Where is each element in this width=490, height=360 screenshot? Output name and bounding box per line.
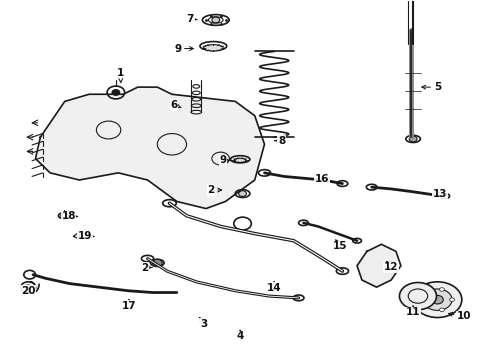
Ellipse shape <box>58 213 69 219</box>
Circle shape <box>413 282 462 318</box>
Text: 6: 6 <box>171 100 181 110</box>
Text: 1: 1 <box>117 68 124 82</box>
Circle shape <box>423 292 428 295</box>
Text: 15: 15 <box>333 240 347 251</box>
Text: 5: 5 <box>422 82 441 92</box>
Circle shape <box>409 136 417 142</box>
Text: 2: 2 <box>207 185 221 195</box>
Circle shape <box>239 191 246 197</box>
Text: 4: 4 <box>237 330 244 342</box>
Text: 10: 10 <box>448 311 471 321</box>
Text: 2: 2 <box>142 262 152 273</box>
Ellipse shape <box>203 45 223 51</box>
Text: 14: 14 <box>267 282 282 293</box>
Text: 3: 3 <box>199 318 207 329</box>
Ellipse shape <box>150 259 164 266</box>
Text: 9: 9 <box>174 44 194 54</box>
Circle shape <box>450 298 455 301</box>
Text: 16: 16 <box>315 174 329 184</box>
Circle shape <box>61 213 67 218</box>
Circle shape <box>432 296 443 304</box>
Text: 19: 19 <box>78 231 94 242</box>
Circle shape <box>369 258 389 273</box>
Circle shape <box>440 308 444 312</box>
Polygon shape <box>357 244 401 287</box>
Text: 8: 8 <box>274 136 285 146</box>
Circle shape <box>152 259 162 266</box>
Text: 20: 20 <box>21 286 35 296</box>
Text: 7: 7 <box>187 14 197 23</box>
Ellipse shape <box>234 158 246 162</box>
Circle shape <box>423 289 452 310</box>
Text: 9: 9 <box>220 156 230 165</box>
Text: 17: 17 <box>122 300 136 311</box>
Circle shape <box>399 283 437 310</box>
Circle shape <box>423 304 428 308</box>
Circle shape <box>75 234 79 237</box>
Circle shape <box>25 285 31 289</box>
Circle shape <box>21 282 35 293</box>
Text: 18: 18 <box>61 211 77 221</box>
Circle shape <box>112 90 120 95</box>
Polygon shape <box>74 234 80 239</box>
Text: 12: 12 <box>384 261 398 272</box>
Text: 13: 13 <box>433 189 447 199</box>
Circle shape <box>212 17 220 23</box>
Polygon shape <box>35 87 265 208</box>
Circle shape <box>440 288 444 291</box>
Text: 11: 11 <box>406 306 420 317</box>
